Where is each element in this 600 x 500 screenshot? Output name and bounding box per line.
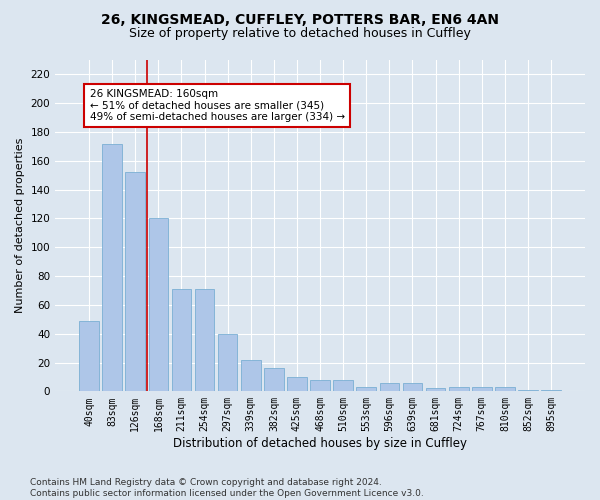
Text: Size of property relative to detached houses in Cuffley: Size of property relative to detached ho… [129,28,471,40]
Y-axis label: Number of detached properties: Number of detached properties [15,138,25,314]
Bar [287,377,307,392]
Bar [310,380,330,392]
Bar [172,289,191,392]
Bar [103,144,122,392]
Bar [449,387,469,392]
Bar [79,320,99,392]
Text: 26, KINGSMEAD, CUFFLEY, POTTERS BAR, EN6 4AN: 26, KINGSMEAD, CUFFLEY, POTTERS BAR, EN6… [101,12,499,26]
Bar [426,388,445,392]
Bar [356,387,376,392]
Text: 26 KINGSMEAD: 160sqm
← 51% of detached houses are smaller (345)
49% of semi-deta: 26 KINGSMEAD: 160sqm ← 51% of detached h… [89,89,344,122]
Bar [495,387,515,392]
Bar [195,289,214,392]
Bar [264,368,284,392]
Bar [149,218,168,392]
Bar [218,334,238,392]
Bar [380,382,399,392]
Bar [125,172,145,392]
Bar [334,380,353,392]
Text: Contains HM Land Registry data © Crown copyright and database right 2024.
Contai: Contains HM Land Registry data © Crown c… [30,478,424,498]
X-axis label: Distribution of detached houses by size in Cuffley: Distribution of detached houses by size … [173,437,467,450]
Bar [403,382,422,392]
Bar [518,390,538,392]
Bar [541,390,561,392]
Bar [472,387,491,392]
Bar [241,360,260,392]
